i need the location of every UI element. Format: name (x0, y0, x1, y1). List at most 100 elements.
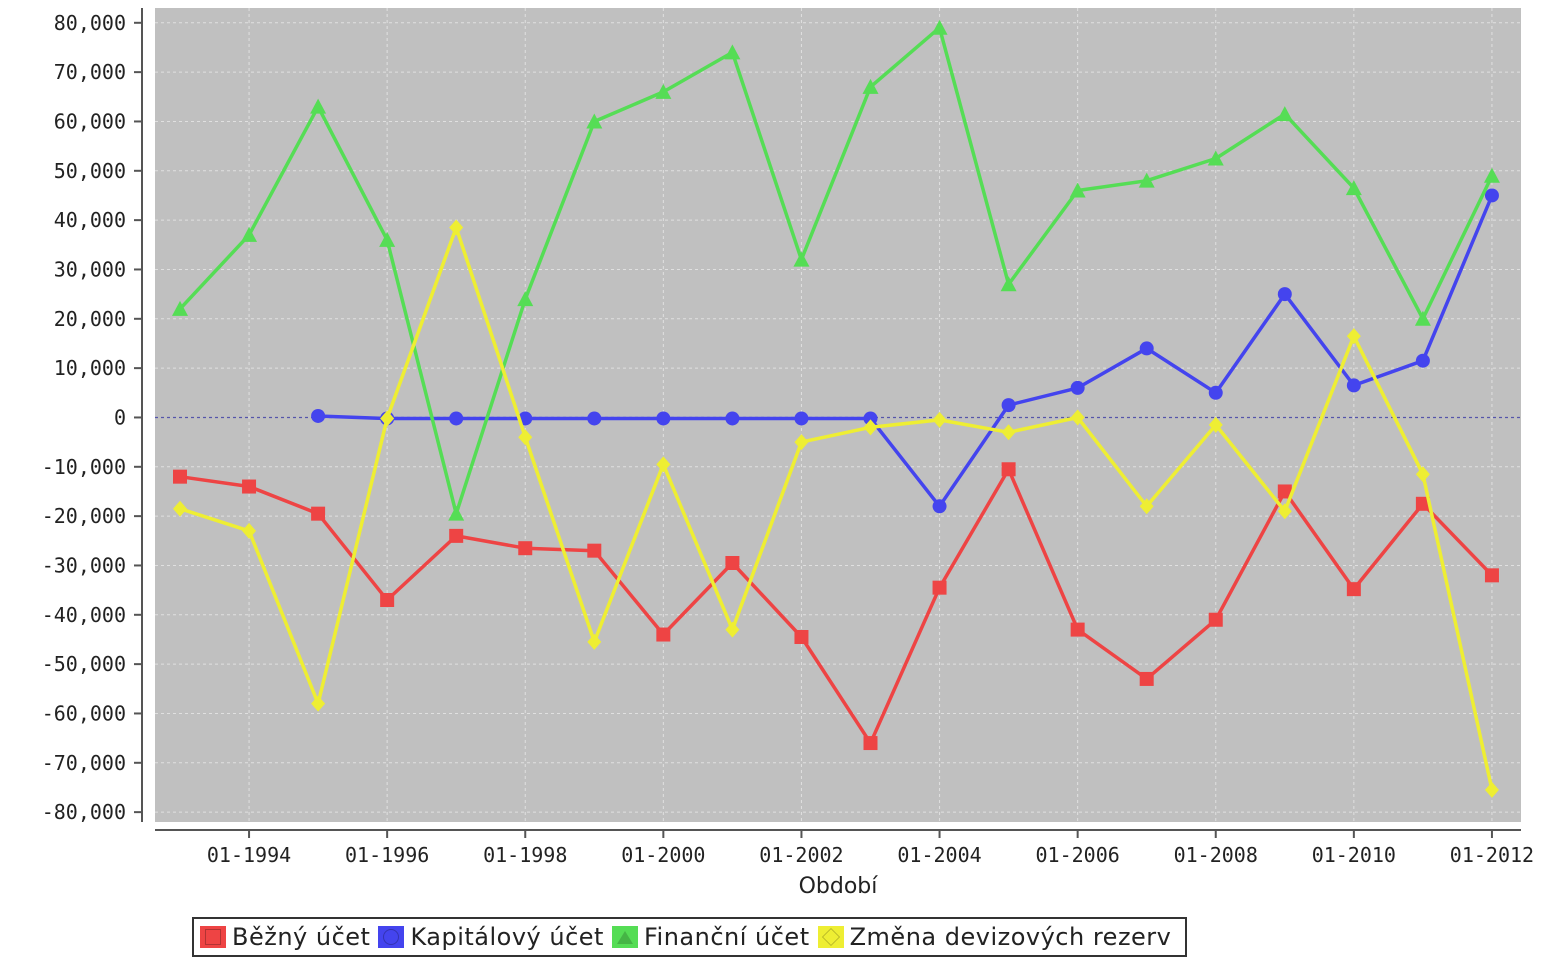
data-point-square (1484, 568, 1499, 583)
data-point-square (1277, 484, 1292, 499)
y-tick-label: 0 (114, 405, 126, 429)
data-point-triangle (1138, 172, 1155, 188)
data-point-triangle (1069, 182, 1086, 198)
data-point-square (1208, 612, 1223, 627)
data-point-circle (1415, 353, 1430, 368)
y-axis-ticks: 80,000 70,000 60,000 50,000 40,000 30,000 20,0… (42, 11, 142, 824)
y-tick-label: 10,000 (54, 356, 126, 380)
data-point-square (1415, 496, 1430, 511)
y-tick-label: -40,000 (42, 603, 126, 627)
data-point-triangle (586, 113, 603, 129)
data-point-square (725, 556, 740, 570)
data-point-circle (449, 411, 464, 426)
data-point-diamond (794, 434, 809, 451)
data-point-square (1346, 582, 1361, 597)
data-point-diamond (587, 633, 602, 650)
legend-item: Kapitálový účet (378, 923, 604, 951)
x-tick-label: 01-1998 (483, 843, 567, 867)
data-point-circle (311, 408, 326, 423)
data-point-diamond (1208, 416, 1223, 433)
data-point-circle (1208, 385, 1223, 400)
plot-area (155, 8, 1521, 822)
y-tick-label: 50,000 (54, 159, 126, 183)
data-point-square (1070, 622, 1085, 637)
x-tick-label: 01-2008 (1174, 843, 1258, 867)
series-line (179, 225, 1494, 791)
x-tick-label: 01-2010 (1312, 843, 1396, 867)
data-point-diamond (518, 429, 533, 446)
data-point-triangle (724, 44, 741, 60)
data-point-diamond (1484, 781, 1499, 798)
x-tick-label: 01-2004 (897, 843, 981, 867)
y-tick-label: -50,000 (42, 652, 126, 676)
data-point-circle (863, 411, 878, 426)
legend-item: Změna devizových rezerv (817, 923, 1172, 951)
data-point-circle (1070, 380, 1085, 395)
data-point-diamond (242, 522, 257, 539)
series-změna-devizových-rezerv (173, 219, 1499, 798)
data-point-circle (1346, 378, 1361, 393)
y-tick-label: -10,000 (42, 455, 126, 479)
legend-label: Běžný účet (232, 923, 371, 951)
series-finanční-účet (172, 19, 1500, 521)
series-line (178, 25, 1494, 516)
data-point-square (518, 541, 533, 556)
green-triangle-icon (611, 926, 638, 948)
data-point-square (173, 469, 187, 484)
data-point-triangle (310, 98, 327, 114)
data-point-square (656, 627, 671, 642)
data-point-triangle (379, 231, 396, 247)
data-point-triangle (1276, 106, 1293, 122)
x-tick-label: 01-2006 (1036, 843, 1120, 867)
y-tick-label: 30,000 (54, 257, 126, 281)
x-tick-label: 01-1996 (345, 843, 429, 867)
data-point-diamond (932, 411, 947, 428)
data-point-square (1001, 462, 1016, 477)
data-point-circle (1277, 287, 1292, 302)
legend-label: Změna devizových rezerv (849, 923, 1172, 951)
data-point-diamond (1277, 503, 1292, 520)
data-point-diamond (1415, 466, 1430, 483)
blue-circle-icon (378, 926, 405, 948)
data-point-triangle (1207, 150, 1224, 166)
data-point-triangle (448, 505, 465, 521)
data-point-triangle (655, 83, 672, 99)
data-point-diamond (863, 419, 878, 436)
legend-label: Finanční účet (643, 923, 810, 951)
data-point-square (311, 506, 326, 521)
data-point-triangle (1414, 310, 1431, 326)
x-tick-label: 01-2002 (759, 843, 843, 867)
data-point-diamond (1001, 424, 1016, 441)
data-point-square (587, 543, 602, 558)
data-point-triangle (1000, 276, 1017, 292)
data-point-square (863, 736, 878, 751)
data-point-circle (587, 411, 602, 426)
series-line (179, 467, 1494, 745)
data-point-triangle (862, 78, 879, 94)
data-point-triangle (241, 226, 258, 242)
x-axis-title: Období (799, 874, 879, 899)
legend: Běžný účet Kapitálový účet Finanční účet Zm… (192, 917, 1188, 957)
y-tick-label: 40,000 (54, 208, 126, 232)
data-point-diamond (173, 500, 187, 517)
series-layer (172, 19, 1500, 798)
y-tick-label: 80,000 (54, 11, 126, 35)
data-point-square (1139, 671, 1154, 686)
data-point-triangle (1483, 167, 1500, 183)
data-point-square (449, 528, 464, 543)
y-tick-label: -70,000 (42, 751, 126, 775)
y-tick-label: -20,000 (42, 504, 126, 528)
y-tick-label: -30,000 (42, 553, 126, 577)
legend-item: Běžný účet (200, 923, 370, 951)
data-point-diamond (1139, 498, 1154, 515)
data-point-triangle (517, 291, 534, 307)
y-tick-label: 70,000 (54, 60, 126, 84)
y-tick-label: 20,000 (54, 307, 126, 331)
data-point-square (380, 593, 395, 607)
red-square-icon (200, 926, 226, 948)
legend-item: Finanční účet (611, 923, 810, 951)
series-běžný-účet (173, 462, 1499, 751)
data-point-diamond (1346, 328, 1361, 345)
series-line (318, 194, 1494, 509)
